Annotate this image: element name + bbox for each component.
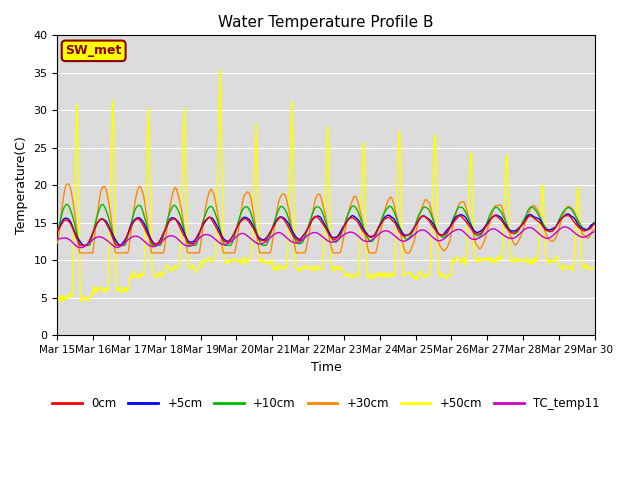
Title: Water Temperature Profile B: Water Temperature Profile B bbox=[218, 15, 434, 30]
X-axis label: Time: Time bbox=[310, 360, 341, 374]
Text: SW_met: SW_met bbox=[65, 44, 122, 57]
Y-axis label: Temperature(C): Temperature(C) bbox=[15, 136, 28, 234]
Legend: 0cm, +5cm, +10cm, +30cm, +50cm, TC_temp11: 0cm, +5cm, +10cm, +30cm, +50cm, TC_temp1… bbox=[47, 392, 604, 415]
